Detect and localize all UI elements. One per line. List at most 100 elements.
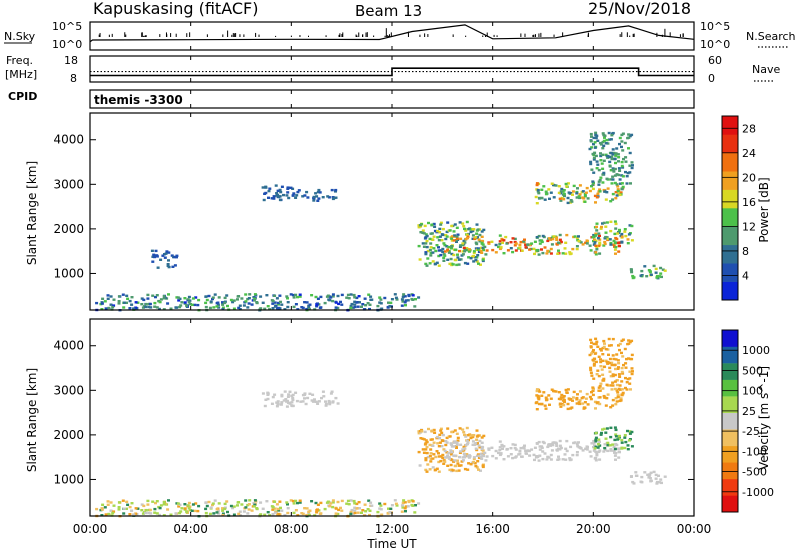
heatmap-cell <box>336 512 340 516</box>
heatmap-cell <box>624 156 628 159</box>
heatmap-cell <box>614 152 618 155</box>
heatmap-cell <box>379 504 383 507</box>
heatmap-cell <box>355 301 359 304</box>
heatmap-cell <box>575 190 579 194</box>
heatmap-cell <box>631 480 635 484</box>
heatmap-cell <box>658 481 662 484</box>
power-colorbar-swatch <box>722 152 738 172</box>
heatmap-cell <box>167 265 171 269</box>
heatmap-cell <box>277 303 281 306</box>
heatmap-cell <box>506 455 510 458</box>
heatmap-cell <box>106 297 110 300</box>
heatmap-cell <box>548 443 552 446</box>
heatmap-cell <box>640 269 644 273</box>
heatmap-cell <box>314 400 318 403</box>
heatmap-cell <box>620 441 624 444</box>
heatmap-cell <box>95 507 99 511</box>
heatmap-cell <box>403 501 407 504</box>
power-colorbar-swatch <box>722 226 738 246</box>
heatmap-cell <box>530 448 534 451</box>
heatmap-cell <box>450 224 454 228</box>
heatmap-cell <box>328 402 332 406</box>
heatmap-cell <box>475 441 479 445</box>
heatmap-cell <box>630 339 634 343</box>
heatmap-cell <box>352 499 356 503</box>
heatmap-cell <box>606 393 610 396</box>
heatmap-cell <box>477 250 481 254</box>
heatmap-cell <box>476 228 480 231</box>
heatmap-cell <box>125 294 129 297</box>
heatmap-cell <box>592 235 596 238</box>
heatmap-cell <box>336 306 340 310</box>
heatmap-cell <box>612 445 616 449</box>
heatmap-cell <box>606 449 610 453</box>
heatmap-cell <box>617 250 621 253</box>
heatmap-cell <box>296 501 299 505</box>
heatmap-cell <box>424 236 428 239</box>
time-tick-label: 00:00 <box>677 522 712 536</box>
time-tick-label: 16:00 <box>475 522 510 536</box>
heatmap-cell <box>559 199 563 202</box>
heatmap-cell <box>555 444 559 447</box>
heatmap-cell <box>607 344 611 347</box>
heatmap-cell <box>368 303 372 306</box>
heatmap-cell <box>590 391 593 394</box>
heatmap-cell <box>615 379 619 382</box>
heatmap-cell <box>246 297 250 301</box>
heatmap-cell <box>443 254 447 257</box>
heatmap-cell <box>639 274 643 277</box>
heatmap-cell <box>275 503 279 506</box>
heatmap-cell <box>477 454 481 457</box>
heatmap-cell <box>378 296 382 299</box>
heatmap-cell <box>568 457 572 460</box>
heatmap-cell <box>166 508 170 511</box>
heatmap-cell <box>623 436 627 439</box>
heatmap-cell <box>448 468 452 472</box>
heatmap-cell <box>453 440 457 443</box>
heatmap-cell <box>112 504 116 507</box>
heatmap-cell <box>549 397 553 400</box>
heatmap-cell <box>305 190 309 194</box>
heatmap-cell <box>126 503 130 506</box>
heatmap-cell <box>401 506 405 509</box>
heatmap-cell <box>303 301 307 304</box>
heatmap-cell <box>594 136 598 140</box>
heatmap-cell <box>612 239 616 243</box>
heatmap-cell <box>179 304 183 307</box>
heatmap-cell <box>612 151 616 155</box>
heatmap-cell <box>376 304 380 308</box>
heatmap-cell <box>472 254 476 258</box>
heatmap-cell <box>551 443 555 447</box>
heatmap-cell <box>357 295 361 298</box>
heatmap-cell <box>461 222 465 225</box>
heatmap-cell <box>506 249 510 252</box>
heatmap-cell <box>221 308 225 311</box>
heatmap-cell <box>560 187 564 191</box>
heatmap-cell <box>619 397 623 400</box>
heatmap-cell <box>404 299 408 302</box>
heatmap-cell <box>617 362 621 365</box>
heatmap-cell <box>250 509 254 512</box>
heatmap-cell <box>303 507 307 510</box>
heatmap-cell <box>609 406 613 409</box>
heatmap-cell <box>378 507 382 510</box>
heatmap-cell <box>602 345 606 349</box>
heatmap-cell <box>148 302 152 306</box>
heatmap-cell <box>631 274 635 278</box>
heatmap-cell <box>617 160 620 163</box>
nsearch-tick-bottom: 10^0 <box>700 38 730 51</box>
heatmap-cell <box>604 348 608 351</box>
heatmap-cell <box>616 395 620 399</box>
heatmap-cell <box>609 449 613 452</box>
heatmap-cell <box>463 447 467 450</box>
heatmap-cell <box>448 262 452 266</box>
heatmap-cell <box>511 250 515 254</box>
heatmap-cell <box>421 448 425 451</box>
heatmap-cell <box>546 249 550 253</box>
heatmap-cell <box>140 509 144 512</box>
heatmap-cell <box>462 445 466 449</box>
heatmap-cell <box>613 220 617 223</box>
heatmap-cell <box>591 393 595 397</box>
heatmap-cell <box>404 510 407 513</box>
